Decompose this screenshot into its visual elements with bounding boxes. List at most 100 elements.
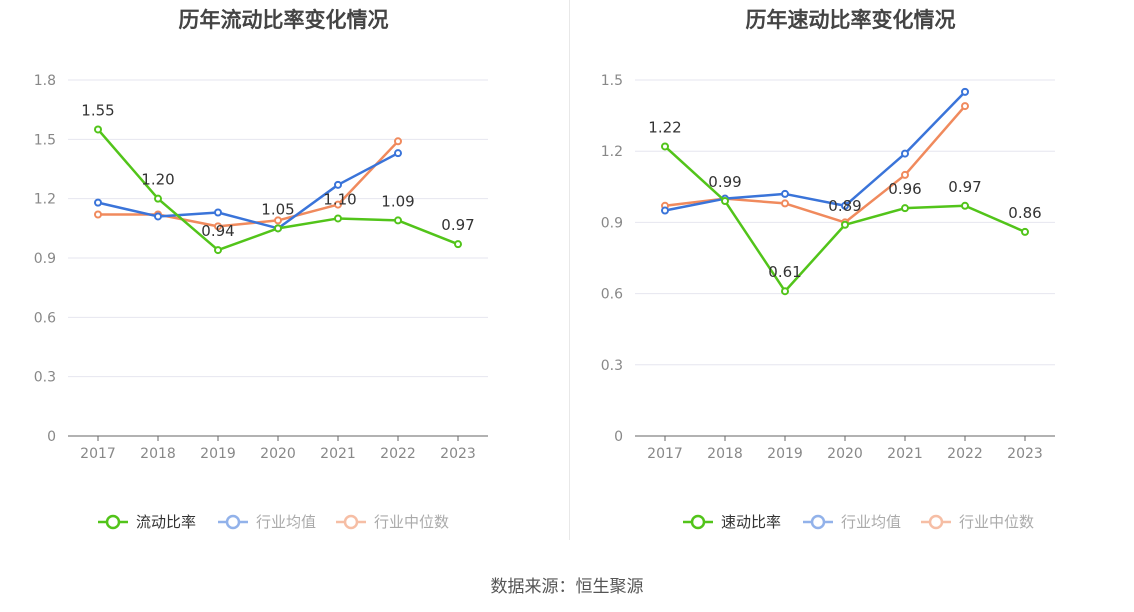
- data-label: 1.55: [81, 101, 114, 119]
- data-label: 1.22: [648, 118, 681, 136]
- y-tick-label: 0.9: [34, 251, 56, 267]
- data-point[interactable]: [901, 204, 909, 213]
- data-point[interactable]: [781, 287, 789, 296]
- data-point[interactable]: [154, 194, 162, 203]
- legend-label: 行业均值: [256, 513, 316, 531]
- series-line-median: [664, 105, 966, 224]
- legend-marker: [343, 514, 359, 530]
- current-ratio-plot: 0 0.3 0.6 0.9 1.2 1.5 1.8 2017 2018 2019 2020 2021 2…: [34, 73, 488, 531]
- data-point[interactable]: [334, 180, 342, 189]
- series-line-mean: [97, 152, 399, 230]
- data-label: 1.10: [323, 190, 356, 208]
- y-tick-label: 0.6: [601, 287, 623, 303]
- panel-divider: [569, 0, 570, 540]
- chart-title: 历年速动比率变化情况: [745, 8, 956, 32]
- data-label: 1.20: [141, 171, 174, 189]
- y-tick-label: 1.5: [34, 132, 56, 148]
- data-point[interactable]: [781, 199, 789, 208]
- data-point[interactable]: [454, 240, 462, 249]
- x-tick-label: 2017: [647, 446, 683, 462]
- data-point[interactable]: [901, 149, 909, 158]
- data-point[interactable]: [961, 87, 969, 96]
- x-tick-label: 2020: [827, 446, 863, 462]
- data-point[interactable]: [334, 200, 342, 209]
- data-point[interactable]: [661, 206, 669, 215]
- legend-item[interactable]: 行业均值: [803, 513, 901, 531]
- y-tick-label: 1.8: [34, 73, 56, 89]
- x-tick-label: 2018: [140, 446, 176, 462]
- x-tick-label: 2020: [260, 446, 296, 462]
- data-point[interactable]: [214, 246, 222, 255]
- data-point[interactable]: [841, 220, 849, 229]
- quick-ratio-chart: 历年速动比率变化情况 0 0.3 0.6 0.9 1.2 1.5 2017 2018 2019 2…: [567, 0, 1134, 560]
- data-label: 0.94: [201, 222, 234, 240]
- legend-label: 行业均值: [841, 513, 901, 531]
- x-tick-label: 2019: [200, 446, 236, 462]
- legend-item[interactable]: 行业中位数: [921, 513, 1034, 531]
- x-tick-label: 2021: [320, 446, 356, 462]
- current-ratio-chart: 历年流动比率变化情况 0 0.3 0.6 0.9 1.2 1.5 1.8 2017 2018 20…: [0, 0, 567, 560]
- legend-marker: [225, 514, 241, 530]
- data-label: 0.89: [828, 197, 861, 215]
- data-label: 1.05: [261, 200, 294, 218]
- chart-title: 历年流动比率变化情况: [178, 8, 389, 32]
- legend-marker: [928, 514, 944, 530]
- data-label: 0.61: [768, 263, 801, 281]
- x-tick-label: 2018: [707, 446, 743, 462]
- data-point[interactable]: [154, 212, 162, 221]
- data-point[interactable]: [394, 149, 402, 158]
- quick-ratio-plot: 0 0.3 0.6 0.9 1.2 1.5 2017 2018 2019 2020 2021 2022…: [601, 73, 1055, 531]
- data-label: 1.09: [381, 192, 414, 210]
- data-point[interactable]: [394, 216, 402, 225]
- data-point[interactable]: [94, 210, 102, 219]
- legend-marker: [810, 514, 826, 530]
- data-point[interactable]: [94, 198, 102, 207]
- legend-marker: [105, 514, 121, 530]
- series-line-mean: [664, 90, 966, 212]
- data-label: 0.86: [1008, 204, 1041, 222]
- data-point[interactable]: [94, 125, 102, 134]
- data-point[interactable]: [841, 201, 849, 210]
- data-point[interactable]: [274, 224, 282, 233]
- legend-item[interactable]: 行业均值: [218, 513, 316, 531]
- y-tick-label: 0.3: [34, 370, 56, 386]
- data-point[interactable]: [901, 170, 909, 179]
- data-point[interactable]: [781, 189, 789, 198]
- data-point[interactable]: [214, 208, 222, 217]
- data-point[interactable]: [334, 214, 342, 223]
- legend-label: 行业中位数: [959, 513, 1034, 531]
- x-tick-label: 2019: [767, 446, 803, 462]
- data-point[interactable]: [214, 222, 222, 231]
- data-source: 数据来源：恒生聚源: [490, 577, 644, 597]
- data-point[interactable]: [661, 142, 669, 151]
- legend-label: 流动比率: [136, 513, 196, 531]
- data-label: 0.96: [888, 180, 921, 198]
- legend-item[interactable]: 流动比率: [98, 513, 196, 531]
- data-label: 0.97: [441, 216, 474, 234]
- legend-label: 行业中位数: [374, 513, 449, 531]
- x-tick-label: 2021: [887, 446, 923, 462]
- y-tick-label: 0.3: [601, 358, 623, 374]
- y-tick-label: 0.6: [34, 310, 56, 326]
- y-tick-label: 0: [47, 429, 56, 445]
- legend-item[interactable]: 行业中位数: [336, 513, 449, 531]
- data-label: 0.97: [948, 178, 981, 196]
- x-tick-label: 2023: [440, 446, 476, 462]
- legend-marker: [690, 514, 706, 530]
- legend-item[interactable]: 速动比率: [683, 513, 781, 531]
- data-point[interactable]: [1021, 227, 1029, 236]
- data-point[interactable]: [961, 102, 969, 111]
- x-tick-label: 2017: [80, 446, 116, 462]
- data-point[interactable]: [721, 197, 729, 206]
- data-point[interactable]: [274, 216, 282, 225]
- legend-label: 速动比率: [721, 513, 781, 531]
- y-tick-label: 1.2: [34, 192, 56, 208]
- data-point[interactable]: [394, 137, 402, 146]
- data-point[interactable]: [961, 201, 969, 210]
- y-tick-label: 1.5: [601, 73, 623, 89]
- y-tick-label: 0.9: [601, 215, 623, 231]
- y-tick-label: 0: [614, 429, 623, 445]
- x-tick-label: 2022: [380, 446, 416, 462]
- data-label: 0.99: [708, 173, 741, 191]
- x-tick-label: 2022: [947, 446, 983, 462]
